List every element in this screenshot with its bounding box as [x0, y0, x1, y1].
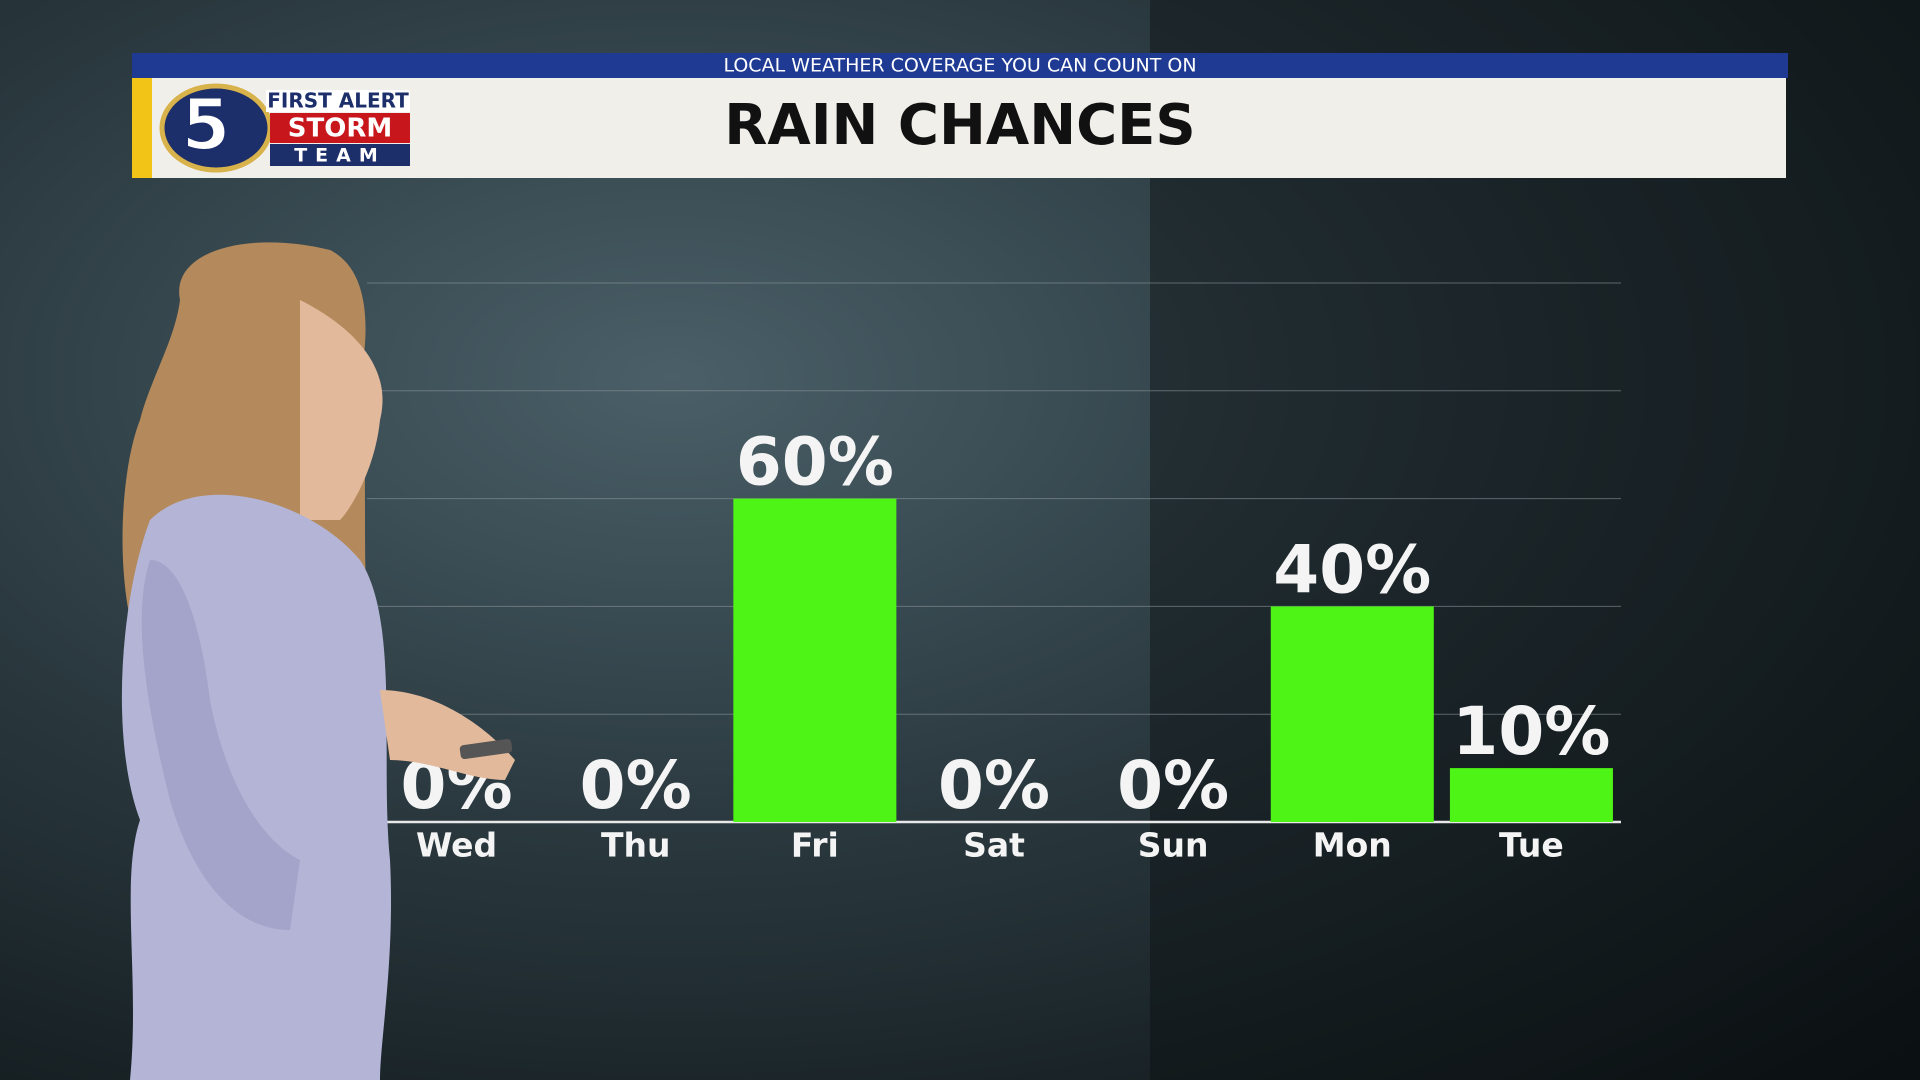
value-label: 0%: [580, 747, 692, 824]
x-tick-label: Tue: [1499, 826, 1564, 865]
banner-text: LOCAL WEATHER COVERAGE YOU CAN COUNT ON: [723, 55, 1196, 77]
presenter: [121, 242, 515, 1080]
logo-line1: FIRST ALERT: [267, 89, 409, 113]
logo-line3: TEAM: [294, 145, 386, 167]
background-shade: [1150, 0, 1920, 1080]
value-label: 10%: [1452, 693, 1610, 770]
value-label: 40%: [1273, 531, 1431, 608]
bar: [733, 498, 897, 822]
logo-number: 5: [182, 84, 231, 166]
x-tick-label: Thu: [601, 826, 671, 865]
logo-line2: STORM: [288, 114, 392, 144]
x-tick-label: Sat: [963, 826, 1025, 865]
x-tick-label: Wed: [416, 826, 497, 865]
bar: [1449, 768, 1613, 822]
logo-box: [270, 144, 410, 166]
x-tick-label: Fri: [791, 826, 839, 865]
x-tick-label: Mon: [1313, 826, 1392, 865]
banner-strip: [132, 53, 1788, 78]
chart-title: RAIN CHANCES: [724, 93, 1196, 158]
logo-box: [266, 90, 410, 112]
title-accent: [132, 78, 152, 178]
value-label: 0%: [938, 747, 1050, 824]
value-label: 60%: [736, 424, 894, 501]
bar: [1270, 606, 1434, 822]
value-label: 0%: [1117, 747, 1229, 824]
logo-box: [270, 113, 410, 143]
x-tick-label: Sun: [1138, 826, 1209, 865]
